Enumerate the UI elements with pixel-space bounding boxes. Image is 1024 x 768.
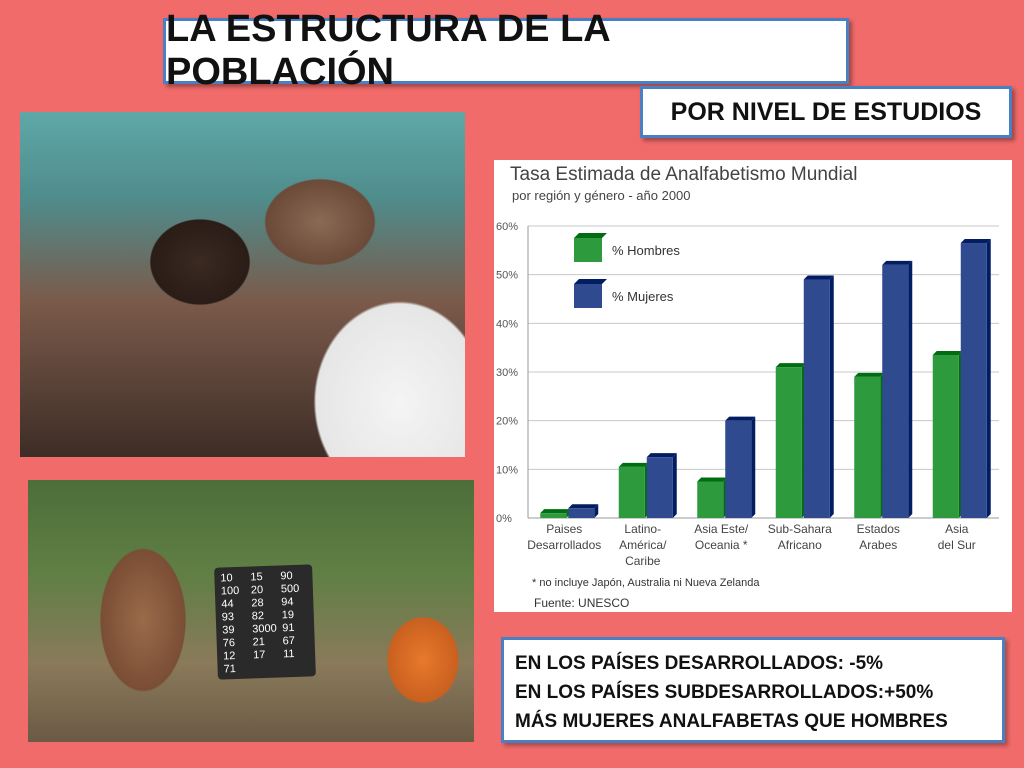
slide-subtitle: POR NIVEL DE ESTUDIOS <box>640 86 1012 138</box>
legend-swatch <box>574 284 602 308</box>
bar-top <box>960 239 991 244</box>
legend-swatch-top <box>574 233 607 238</box>
chalkboard-text: 10 15 90 100 20 500 44 28 94 93 82 19 39 3000 91 76 21 67… <box>220 570 302 676</box>
legend-swatch-top <box>574 279 607 284</box>
chalkboard-number: 15 <box>250 571 263 583</box>
chalkboard-number: 71 <box>223 663 236 675</box>
chalkboard-number: 44 <box>221 598 234 610</box>
chalkboard-number: 3000 <box>252 623 277 636</box>
bar-side <box>986 239 991 518</box>
bar-top <box>697 477 728 482</box>
bar <box>725 420 752 518</box>
chalkboard-number: 21 <box>252 636 265 648</box>
chalkboard-number: 76 <box>223 637 236 649</box>
chalkboard-number: 17 <box>253 649 266 661</box>
bar <box>568 508 595 518</box>
x-tick-label: Paises <box>546 522 582 536</box>
bar <box>646 457 673 518</box>
legend-swatch <box>574 238 602 262</box>
bar-top <box>646 453 677 458</box>
bar <box>882 264 909 518</box>
fact-underdeveloped: EN LOS PAÍSES SUBDESARROLLADOS:+50% <box>515 682 934 703</box>
chalkboard-number: 100 <box>221 585 240 598</box>
illiteracy-chart: Tasa Estimada de Analfabetismo Mundial p… <box>494 160 1012 612</box>
bar <box>803 279 830 518</box>
bar-top <box>854 372 885 377</box>
x-tick-label: Arabes <box>859 538 897 552</box>
chalkboard-number: 67 <box>282 635 295 647</box>
y-tick-label: 0% <box>496 513 512 525</box>
y-tick-label: 10% <box>496 464 518 476</box>
bar <box>932 354 959 518</box>
chalkboard-number: 90 <box>280 570 293 582</box>
chalkboard-number: 11 <box>283 648 295 660</box>
bar-top <box>618 462 649 467</box>
chalkboard-drawing: 10 15 90 100 20 500 44 28 94 93 82 19 39 3000 91 76 21 67… <box>220 570 302 676</box>
bar-top <box>882 260 913 265</box>
chalkboard-number: 82 <box>252 610 265 622</box>
bar-top <box>725 416 756 421</box>
facts-box: EN LOS PAÍSES DESARROLLADOS: -5% EN LOS … <box>501 637 1005 743</box>
chalkboard-number: 12 <box>223 650 236 662</box>
bar <box>854 376 881 518</box>
bar-top <box>932 350 963 355</box>
chalkboard-number: 20 <box>251 584 264 596</box>
chalkboard-number: 94 <box>281 596 294 608</box>
legend-label: % Mujeres <box>612 289 674 304</box>
bar-side <box>672 453 677 518</box>
x-tick-label: Africano <box>778 538 822 552</box>
bar <box>960 243 987 518</box>
chalkboard-number: 500 <box>281 583 300 596</box>
chalkboard-number: 91 <box>282 622 295 634</box>
bar-top <box>803 275 834 280</box>
x-tick-label: Asia Este/ <box>694 522 749 536</box>
chart-footnote: * no incluye Japón, Australia ni Nueva Z… <box>532 577 760 589</box>
x-tick-label: Latino- <box>624 522 661 536</box>
bar-side <box>594 504 599 518</box>
chalkboard-number: 39 <box>222 624 235 636</box>
bar-side <box>751 416 756 518</box>
y-tick-label: 40% <box>496 318 518 330</box>
bar <box>540 513 567 518</box>
y-tick-label: 30% <box>496 367 518 379</box>
chalkboard-number: 93 <box>222 611 235 623</box>
bar <box>618 466 645 518</box>
bar-top <box>568 504 599 509</box>
chart-svg: Tasa Estimada de Analfabetismo Mundial p… <box>496 164 999 610</box>
y-tick-label: 60% <box>496 221 518 233</box>
bar-side <box>829 275 834 518</box>
bar-side <box>908 260 913 518</box>
chart-source: Fuente: UNESCO <box>534 596 629 610</box>
y-tick-label: 20% <box>496 416 518 428</box>
x-tick-label: Caribe <box>625 554 661 568</box>
photo-elderly-woman-studying <box>20 112 465 457</box>
slide-title: LA ESTRUCTURA DE LA POBLACIÓN <box>163 8 849 93</box>
chalkboard-number: 19 <box>282 609 295 621</box>
chalkboard-number: 28 <box>251 597 264 609</box>
fact-women: MÁS MUJERES ANALFABETAS QUE HOMBRES <box>515 711 948 732</box>
chalkboard-number: 10 <box>220 572 233 584</box>
x-tick-label: Asia <box>945 522 969 536</box>
chart-subtitle: por región y género - año 2000 <box>512 188 691 203</box>
bar <box>775 367 802 518</box>
chart-title: Tasa Estimada de Analfabetismo Mundial <box>510 164 857 185</box>
bar-top <box>540 509 571 514</box>
x-tick-label: Sub-Sahara <box>768 522 832 536</box>
x-tick-label: Desarrollados <box>527 538 601 552</box>
x-tick-label: Estados <box>857 522 900 536</box>
fact-developed: EN LOS PAÍSES DESARROLLADOS: -5% <box>515 653 884 674</box>
bar <box>697 481 724 518</box>
bar-top <box>775 363 806 368</box>
y-tick-label: 50% <box>496 270 518 282</box>
x-tick-label: Oceania * <box>695 538 748 552</box>
x-tick-label: América/ <box>619 538 667 552</box>
x-tick-label: del Sur <box>938 538 976 552</box>
legend-label: % Hombres <box>612 243 680 258</box>
chalkboard-numbers: 10 15 90 100 20 500 44 28 94 93 82 19 39 3000 91 76 21 67… <box>214 564 316 680</box>
